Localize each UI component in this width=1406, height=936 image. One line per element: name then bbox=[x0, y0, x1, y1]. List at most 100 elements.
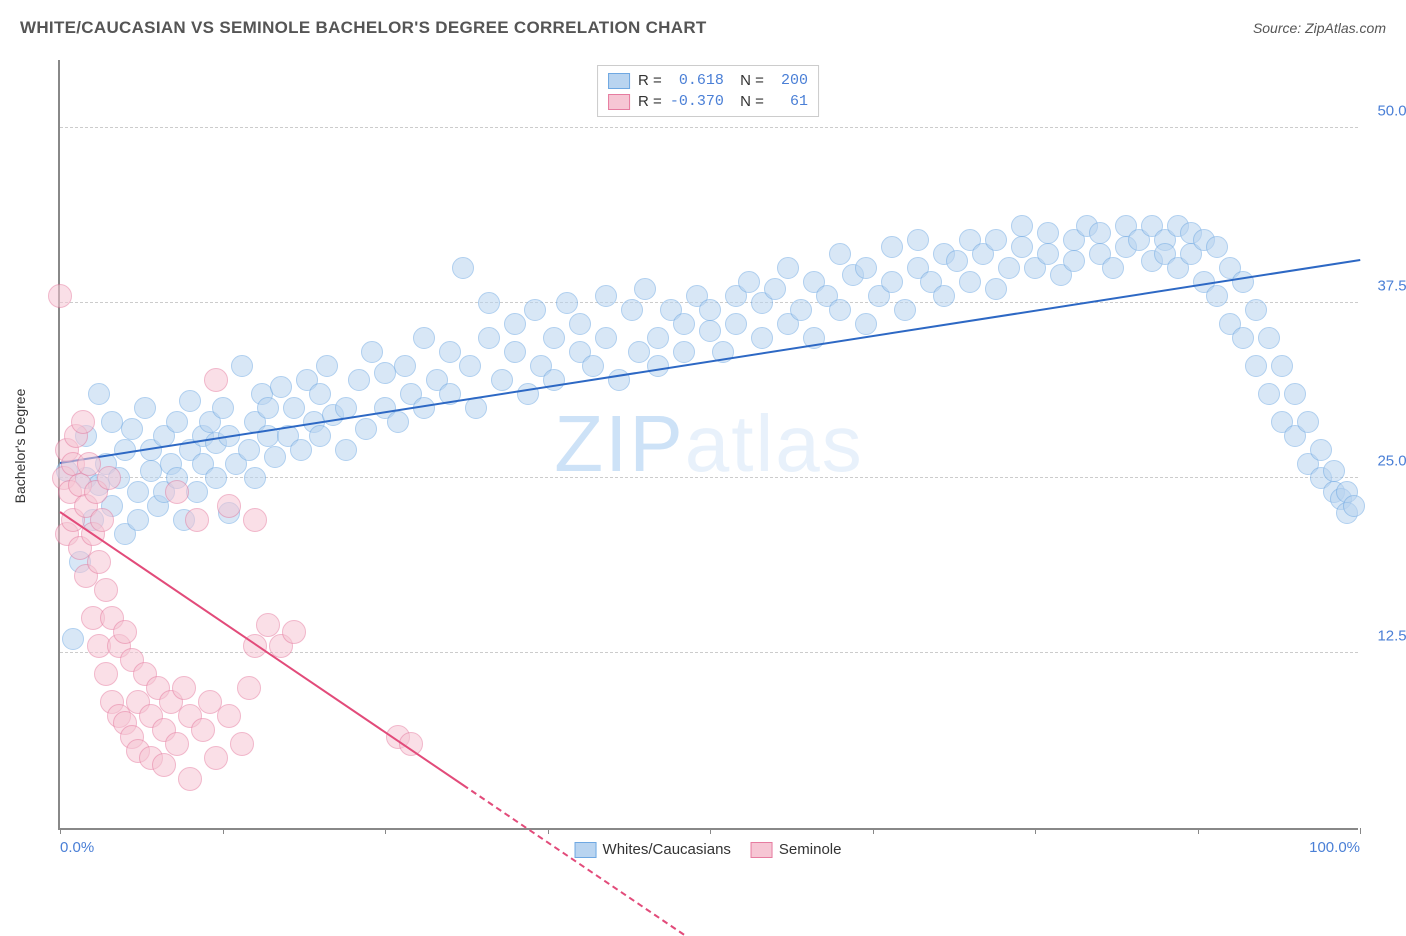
data-point bbox=[855, 257, 877, 279]
data-point bbox=[1343, 495, 1365, 517]
data-point bbox=[946, 250, 968, 272]
y-axis-label: Bachelor's Degree bbox=[12, 389, 28, 504]
data-point bbox=[205, 467, 227, 489]
data-point bbox=[256, 613, 280, 637]
data-point bbox=[217, 494, 241, 518]
data-point bbox=[264, 446, 286, 468]
data-point bbox=[127, 509, 149, 531]
data-point bbox=[94, 662, 118, 686]
data-point bbox=[212, 397, 234, 419]
data-point bbox=[87, 550, 111, 574]
chart-area: ZIPatlas 12.5%25.0%37.5%50.0%0.0%100.0% … bbox=[58, 60, 1358, 830]
source-label: Source: ZipAtlas.com bbox=[1253, 20, 1386, 36]
data-point bbox=[231, 355, 253, 377]
data-point bbox=[582, 355, 604, 377]
y-tick-label: 25.0% bbox=[1377, 453, 1406, 470]
data-point bbox=[1011, 215, 1033, 237]
data-point bbox=[348, 369, 370, 391]
legend-r-label: R = bbox=[638, 93, 662, 110]
x-tick bbox=[873, 828, 874, 834]
data-point bbox=[504, 341, 526, 363]
data-point bbox=[165, 732, 189, 756]
data-point bbox=[1258, 327, 1280, 349]
legend-item: Whites/Caucasians bbox=[575, 841, 731, 858]
trend-line bbox=[60, 259, 1360, 464]
data-point bbox=[1063, 250, 1085, 272]
data-point bbox=[355, 418, 377, 440]
x-tick-label: 0.0% bbox=[60, 839, 94, 856]
watermark-a: ZIP bbox=[554, 399, 684, 488]
legend-swatch bbox=[751, 842, 773, 858]
legend-r-value: -0.370 bbox=[670, 93, 724, 110]
data-point bbox=[394, 355, 416, 377]
data-point bbox=[1089, 222, 1111, 244]
data-point bbox=[673, 341, 695, 363]
data-point bbox=[1258, 383, 1280, 405]
data-point bbox=[1206, 285, 1228, 307]
x-tick bbox=[710, 828, 711, 834]
data-point bbox=[1206, 236, 1228, 258]
legend-row: R = -0.370 N = 61 bbox=[608, 91, 808, 112]
data-point bbox=[121, 418, 143, 440]
legend-r-label: R = bbox=[638, 72, 662, 89]
data-point bbox=[1011, 236, 1033, 258]
data-point bbox=[127, 481, 149, 503]
data-point bbox=[478, 292, 500, 314]
data-point bbox=[933, 285, 955, 307]
data-point bbox=[738, 271, 760, 293]
data-point bbox=[90, 508, 114, 532]
data-point bbox=[361, 341, 383, 363]
data-point bbox=[608, 369, 630, 391]
legend-n-label: N = bbox=[732, 93, 764, 110]
data-point bbox=[204, 368, 228, 392]
data-point bbox=[452, 257, 474, 279]
data-point bbox=[178, 767, 202, 791]
data-point bbox=[881, 236, 903, 258]
data-point bbox=[595, 285, 617, 307]
data-point bbox=[543, 327, 565, 349]
data-point bbox=[699, 320, 721, 342]
legend-correlation: R = 0.618 N = 200R =-0.370 N = 61 bbox=[597, 65, 819, 117]
gridline-h bbox=[60, 127, 1358, 128]
data-point bbox=[459, 355, 481, 377]
data-point bbox=[1037, 243, 1059, 265]
x-tick bbox=[60, 828, 61, 834]
data-point bbox=[243, 508, 267, 532]
data-point bbox=[185, 508, 209, 532]
data-point bbox=[504, 313, 526, 335]
x-tick bbox=[223, 828, 224, 834]
data-point bbox=[673, 313, 695, 335]
data-point bbox=[634, 278, 656, 300]
data-point bbox=[647, 327, 669, 349]
data-point bbox=[165, 480, 189, 504]
data-point bbox=[179, 390, 201, 412]
data-point bbox=[959, 271, 981, 293]
data-point bbox=[152, 753, 176, 777]
data-point bbox=[764, 278, 786, 300]
data-point bbox=[316, 355, 338, 377]
data-point bbox=[270, 376, 292, 398]
legend-swatch bbox=[608, 94, 630, 110]
x-tick bbox=[385, 828, 386, 834]
data-point bbox=[1323, 460, 1345, 482]
data-point bbox=[335, 439, 357, 461]
data-point bbox=[998, 257, 1020, 279]
data-point bbox=[1245, 299, 1267, 321]
data-point bbox=[1271, 355, 1293, 377]
legend-swatch bbox=[575, 842, 597, 858]
data-point bbox=[725, 313, 747, 335]
data-point bbox=[172, 676, 196, 700]
data-point bbox=[647, 355, 669, 377]
legend-swatch bbox=[608, 73, 630, 89]
data-point bbox=[1297, 411, 1319, 433]
data-point bbox=[62, 628, 84, 650]
data-point bbox=[238, 439, 260, 461]
data-point bbox=[907, 229, 929, 251]
x-tick bbox=[1198, 828, 1199, 834]
data-point bbox=[855, 313, 877, 335]
watermark-b: atlas bbox=[685, 399, 864, 488]
legend-series-name: Whites/Caucasians bbox=[603, 841, 731, 858]
legend-n-value: 61 bbox=[772, 93, 808, 110]
data-point bbox=[88, 383, 110, 405]
data-point bbox=[282, 620, 306, 644]
